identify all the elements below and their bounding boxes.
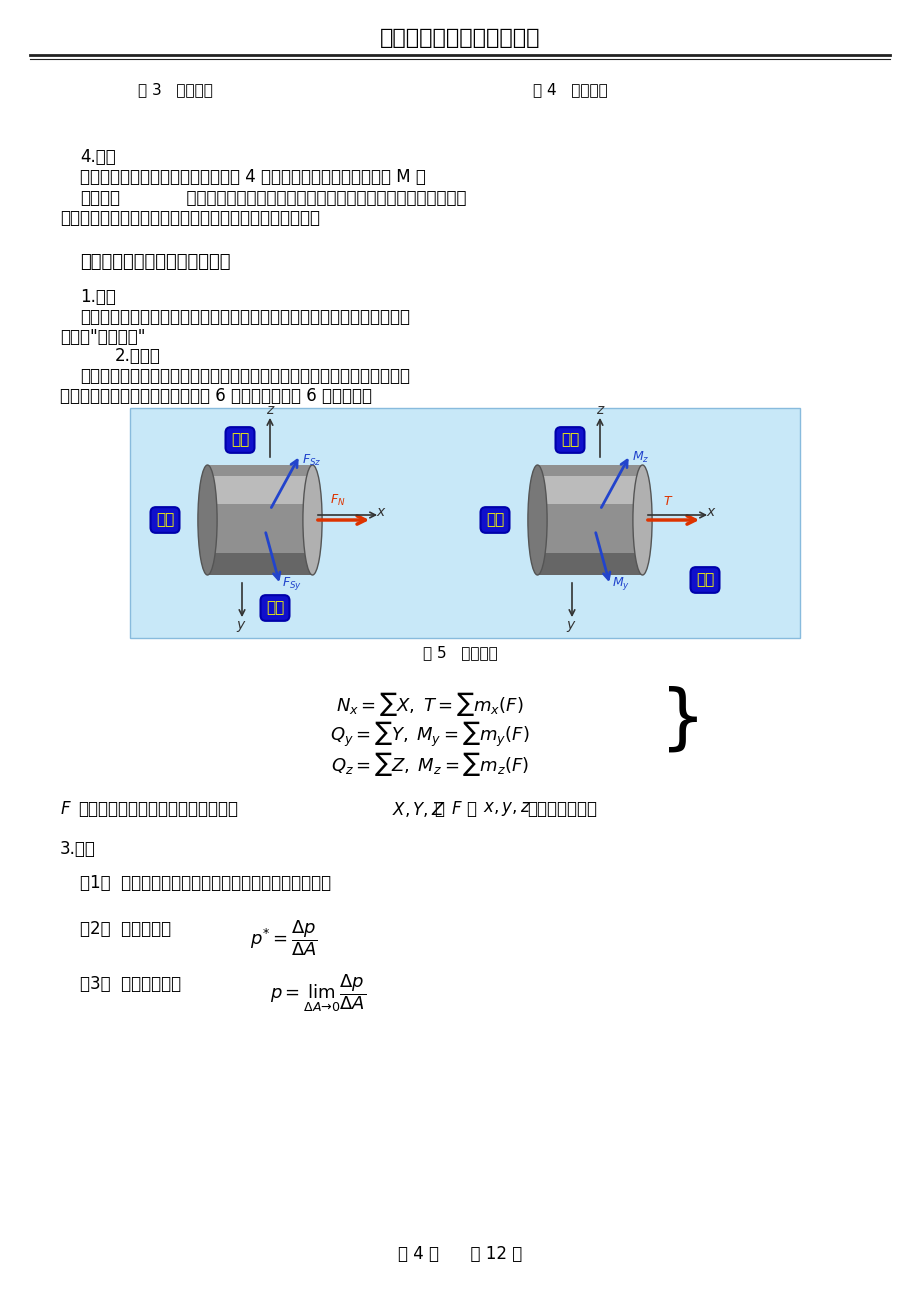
Text: z: z [267, 404, 273, 417]
Text: $F$: $F$ [450, 799, 462, 818]
Ellipse shape [632, 465, 652, 575]
Text: 更多的工程构件可简化为两种以上基本变形形式的组合，如拉伸: 更多的工程构件可简化为两种以上基本变形形式的组合，如拉伸 [176, 189, 466, 207]
Ellipse shape [528, 465, 547, 575]
Text: 沿: 沿 [466, 799, 475, 818]
Text: x: x [705, 505, 713, 519]
FancyBboxPatch shape [537, 477, 641, 504]
FancyBboxPatch shape [537, 553, 641, 575]
Text: 图 4   弯曲作用: 图 4 弯曲作用 [532, 82, 607, 98]
FancyBboxPatch shape [208, 553, 312, 575]
Text: x: x [376, 505, 384, 519]
Text: $p = \lim_{\Delta A \to 0} \dfrac{\Delta p}{\Delta A}$: $p = \lim_{\Delta A \to 0} \dfrac{\Delta… [269, 973, 366, 1014]
Text: 第 4 页      共 12 页: 第 4 页 共 12 页 [397, 1245, 522, 1263]
Text: （2）  平均应力：: （2） 平均应力： [80, 921, 181, 937]
FancyBboxPatch shape [208, 465, 312, 575]
Text: 大连理工大学网络教育学院: 大连理工大学网络教育学院 [380, 29, 539, 48]
Text: 剪力: 剪力 [155, 513, 174, 527]
Text: $N_x = \sum X,\;T = \sum m_x(F)$: $N_x = \sum X,\;T = \sum m_x(F)$ [335, 690, 523, 717]
Text: 图 5   内力分量: 图 5 内力分量 [422, 644, 497, 660]
Text: $F_N$: $F_N$ [330, 493, 346, 508]
Text: 轴力: 轴力 [266, 600, 284, 616]
Text: }: } [659, 685, 705, 754]
Text: $T$: $T$ [662, 495, 673, 508]
Text: 材料力学中的内力专指外力作用下材料因抵抗变形所引起的内力的变化量，: 材料力学中的内力专指外力作用下材料因抵抗变形所引起的内力的变化量， [80, 309, 410, 326]
Text: 剪力: 剪力 [231, 432, 249, 448]
Text: （3）  一点的应力：: （3） 一点的应力： [80, 975, 191, 993]
Text: 1.内力: 1.内力 [80, 288, 116, 306]
Text: 3.应力: 3.应力 [60, 840, 96, 858]
Text: $Q_z = \sum Z,\;M_z = \sum m_z(F)$: $Q_z = \sum Z,\;M_z = \sum m_z(F)$ [331, 750, 528, 779]
Ellipse shape [198, 465, 217, 575]
Text: 为: 为 [434, 799, 444, 818]
Text: 截面上的内力相平衡，分别由下列 6 个平衡条件求解 6 个内力分量: 截面上的内力相平衡，分别由下列 6 个平衡条件求解 6 个内力分量 [60, 387, 371, 405]
Text: 4.弯曲: 4.弯曲 [80, 148, 116, 165]
Text: $Q_y = \sum Y,\;M_y = \sum m_y(F)$: $Q_y = \sum Y,\;M_y = \sum m_y(F)$ [330, 720, 529, 749]
Text: 弯矩: 弯矩 [485, 513, 504, 527]
Text: $p^{*} = \dfrac{\Delta p}{\Delta A}$: $p^{*} = \dfrac{\Delta p}{\Delta A}$ [250, 918, 317, 958]
Text: z: z [596, 404, 603, 417]
Text: 弯矩: 弯矩 [561, 432, 578, 448]
Text: 与扭转的组合，弯曲与扭转的组合等，称为组合变形形式。: 与扭转的组合，弯曲与扭转的组合等，称为组合变形形式。 [60, 210, 320, 227]
FancyBboxPatch shape [208, 477, 312, 504]
Ellipse shape [302, 465, 322, 575]
Bar [130, 408, 800, 638]
Text: $F$: $F$ [60, 799, 72, 818]
Text: 扭矩: 扭矩 [695, 573, 713, 587]
Text: 轴的三个分量。: 轴的三个分量。 [527, 799, 596, 818]
Text: $x,y,z$: $x,y,z$ [482, 799, 530, 818]
Text: y: y [565, 618, 573, 631]
Text: $M_z$: $M_z$ [631, 450, 649, 465]
Text: 组合变形: 组合变形 [80, 189, 119, 207]
Text: y: y [235, 618, 244, 631]
Text: 2.截面法: 2.截面法 [115, 348, 161, 365]
Text: 截面法是暴露内力与求解内力的基本方法，根据作用与研究对象上的外力与: 截面法是暴露内力与求解内力的基本方法，根据作用与研究对象上的外力与 [80, 367, 410, 385]
Text: $M_y$: $M_y$ [611, 575, 630, 592]
Text: （1）  概念：应力是指内力在截面上一点处分布集度。: （1） 概念：应力是指内力在截面上一点处分布集度。 [80, 874, 331, 892]
FancyBboxPatch shape [537, 465, 641, 575]
Text: $F_{Sz}$: $F_{Sz}$ [301, 453, 321, 467]
Text: 受垂直于杆轴的横向荷载作用（如图 4 所示），主要内力分量为弯矩 M 。: 受垂直于杆轴的横向荷载作用（如图 4 所示），主要内力分量为弯矩 M 。 [80, 168, 425, 186]
Text: 四、内力、截面法、应力和应变: 四、内力、截面法、应力和应变 [80, 253, 231, 271]
Text: $F_{Sy}$: $F_{Sy}$ [282, 575, 301, 592]
Text: 也就是"附加内力": 也就是"附加内力" [60, 328, 145, 346]
Text: $X,Y,Z$: $X,Y,Z$ [391, 799, 445, 819]
Text: 图 3   扭转作用: 图 3 扭转作用 [138, 82, 212, 98]
Text: 表示作用于研究对象上的所有外力；: 表示作用于研究对象上的所有外力； [78, 799, 238, 818]
